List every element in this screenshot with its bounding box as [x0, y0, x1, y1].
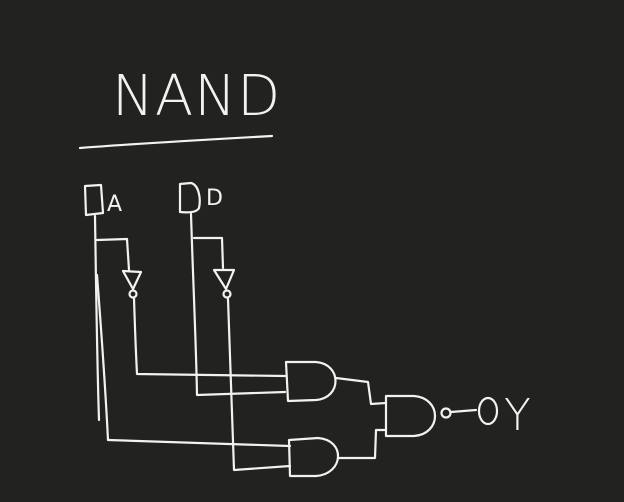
- not-gate-d-bubble: [224, 291, 231, 298]
- wire-and2-out: [338, 430, 386, 458]
- nand-gate-bubble: [442, 409, 451, 418]
- wire-a-vertical: [95, 216, 99, 420]
- input-a-label: A: [107, 192, 122, 217]
- input-d-label: D: [206, 186, 223, 211]
- wire-d-branch: [194, 238, 223, 268]
- input-d-box: [180, 183, 200, 212]
- and-gate-1: [286, 362, 336, 401]
- wire-and1-out: [336, 378, 386, 404]
- diagram-title: NAND: [112, 64, 281, 129]
- wire-output: [451, 410, 476, 412]
- output-label: Y: [504, 390, 531, 441]
- and-gate-2: [289, 438, 338, 476]
- input-a-box: [85, 185, 103, 215]
- wire-not-a-out: [134, 298, 285, 376]
- not-gate-d: [214, 270, 234, 289]
- wire-a-branch: [97, 239, 129, 270]
- not-gate-a: [123, 271, 141, 289]
- wire-d-vertical: [191, 214, 285, 395]
- nand-gate: [386, 396, 435, 436]
- wire-a-to-and2: [108, 440, 290, 446]
- not-gate-a-bubble: [130, 291, 137, 298]
- title-underline: [80, 136, 272, 148]
- output-node: [479, 398, 497, 424]
